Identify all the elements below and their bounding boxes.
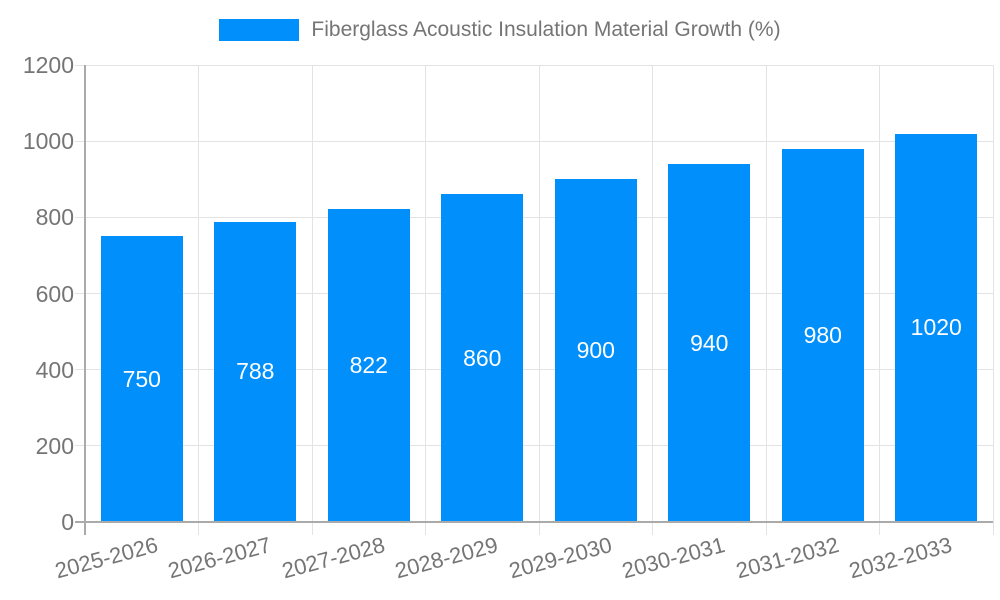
gridline-horizontal: [75, 293, 993, 294]
x-axis-line: [75, 521, 993, 523]
legend-label: Fiberglass Acoustic Insulation Material …: [311, 18, 781, 41]
gridline-vertical: [425, 65, 426, 535]
gridline-vertical: [198, 65, 199, 535]
gridline-horizontal: [75, 445, 993, 447]
gridline-horizontal: [75, 369, 993, 371]
bar[interactable]: 940: [668, 164, 751, 522]
bar-value-label: 1020: [910, 314, 962, 341]
y-axis-label: 800: [35, 204, 74, 231]
y-axis-label: 600: [35, 280, 74, 307]
gridline-horizontal: [75, 216, 993, 218]
bar[interactable]: 1020: [895, 133, 978, 522]
bar[interactable]: 788: [214, 221, 297, 522]
gridline-vertical: [879, 65, 880, 535]
bar-value-label: 900: [576, 337, 615, 364]
y-axis-label: 0: [61, 509, 74, 535]
gridline-vertical: [765, 65, 767, 535]
bar[interactable]: 860: [441, 194, 524, 522]
bar-value-label: 750: [122, 365, 161, 392]
gridline-horizontal: [75, 64, 993, 66]
bar[interactable]: 750: [100, 236, 183, 522]
gridline-vertical: [652, 65, 653, 535]
bar-value-label: 788: [236, 358, 275, 385]
bar[interactable]: 822: [327, 208, 410, 522]
bar-value-label: 940: [690, 329, 729, 356]
gridline-vertical: [538, 65, 540, 535]
gridline-horizontal: [75, 140, 993, 142]
bar-value-label: 860: [463, 344, 502, 371]
y-axis-label: 400: [35, 356, 74, 383]
bar-value-label: 980: [803, 321, 842, 348]
gridline-vertical: [311, 65, 313, 535]
gridline-vertical: [992, 65, 994, 535]
bar[interactable]: 980: [781, 148, 864, 522]
y-axis-label: 1000: [22, 128, 74, 155]
y-axis-label: 1200: [22, 52, 74, 78]
y-axis-line: [84, 65, 86, 535]
bar[interactable]: 900: [554, 179, 637, 522]
y-axis-label: 200: [35, 432, 74, 459]
legend[interactable]: Fiberglass Acoustic Insulation Material …: [0, 18, 1000, 42]
legend-swatch-icon: [219, 19, 300, 41]
bar-value-label: 822: [349, 351, 388, 378]
